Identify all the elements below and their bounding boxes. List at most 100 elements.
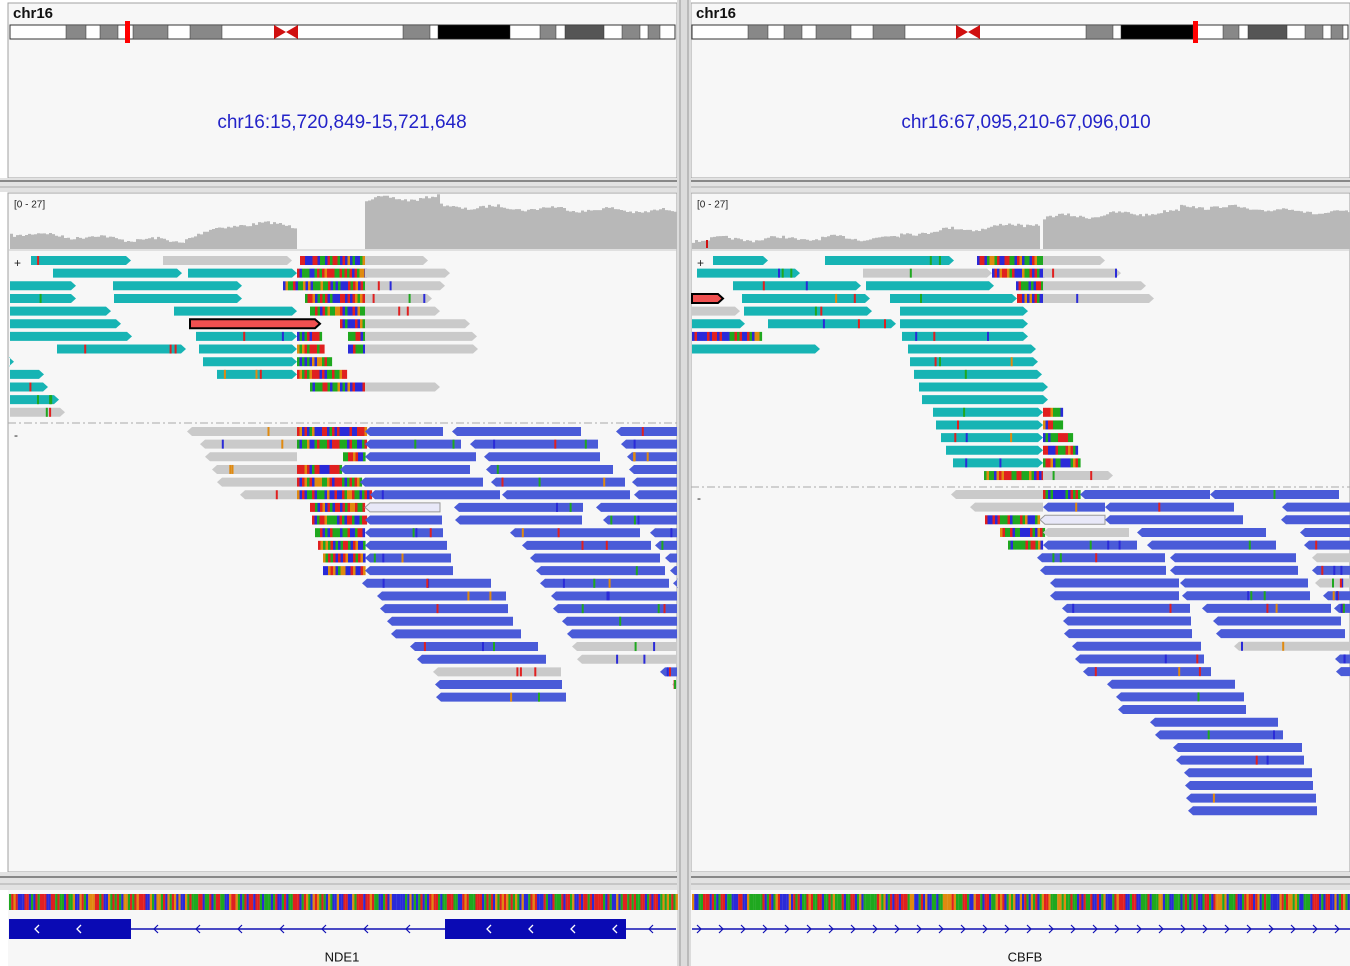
mismatch — [1055, 420, 1059, 430]
mismatch — [1336, 591, 1339, 601]
centromere — [274, 25, 286, 39]
read — [744, 306, 872, 316]
mismatch — [354, 515, 358, 525]
sequence-base — [279, 894, 282, 910]
sequence-base — [409, 894, 412, 910]
mismatch — [299, 344, 303, 354]
mismatch — [920, 293, 922, 303]
mismatch — [734, 331, 738, 341]
locus[interactable]: chr16:67,095,210-67,096,010 — [901, 112, 1150, 133]
mismatch — [1036, 281, 1039, 291]
coverage-range: [0 - 27] — [697, 200, 728, 211]
sequence-base — [57, 894, 60, 910]
gene-name[interactable]: NDE1 — [325, 949, 360, 964]
sequence-base — [592, 894, 595, 910]
ideogram-band — [564, 24, 605, 40]
read — [365, 452, 476, 462]
sequence-base — [11, 894, 14, 910]
sequence-base — [136, 894, 139, 910]
mismatch — [372, 293, 375, 303]
sequence-base — [297, 894, 300, 910]
sequence-base — [143, 894, 146, 910]
mismatch — [350, 528, 353, 538]
sequence-base — [281, 894, 285, 910]
strand-chevron — [195, 924, 201, 934]
mismatch — [1008, 540, 1011, 550]
mismatch — [332, 293, 336, 303]
sequence-base — [361, 894, 364, 910]
sequence-base — [1253, 894, 1256, 910]
mismatch — [1013, 540, 1016, 550]
sequence-base — [1103, 894, 1106, 910]
sequence-base — [64, 894, 67, 910]
sequence-base — [312, 894, 315, 910]
mismatch — [1332, 578, 1334, 588]
strand-chevron — [1246, 924, 1252, 934]
mismatch — [1019, 256, 1023, 265]
mismatch — [963, 407, 966, 417]
sequence-base — [863, 894, 866, 910]
sequence-base — [997, 894, 1001, 910]
mismatch — [312, 382, 316, 392]
mismatch — [1037, 527, 1041, 537]
sequence-base — [780, 894, 783, 910]
sequence-base — [894, 894, 897, 910]
mismatch — [1263, 591, 1266, 601]
mismatch — [347, 439, 350, 449]
sequence-base — [1250, 894, 1254, 910]
sequence-base — [288, 894, 291, 910]
mismatch — [1010, 527, 1013, 537]
sequence-base — [642, 894, 645, 910]
sequence-base — [576, 894, 579, 910]
mismatch — [332, 256, 336, 265]
mismatch — [315, 528, 318, 538]
mismatch — [1014, 256, 1018, 265]
mismatch — [49, 395, 52, 405]
sequence-base — [13, 894, 16, 910]
sequence-base — [1022, 894, 1025, 910]
sequence-base — [1090, 894, 1093, 910]
mismatch — [722, 331, 725, 341]
sequence-base — [567, 894, 571, 910]
mismatch — [317, 502, 321, 512]
gene-name[interactable]: CBFB — [1008, 949, 1043, 964]
mismatch — [354, 477, 358, 487]
mismatch — [352, 439, 355, 449]
mismatch — [1055, 458, 1059, 468]
sequence-base — [773, 894, 776, 910]
read — [1080, 490, 1210, 499]
mismatch — [1015, 515, 1018, 525]
mismatch — [1053, 433, 1056, 443]
mismatch — [325, 293, 328, 303]
sequence-base — [440, 894, 443, 910]
mismatch — [348, 331, 351, 341]
mismatch — [1022, 515, 1026, 525]
sequence-base — [226, 894, 230, 910]
mismatch — [1019, 268, 1023, 278]
mismatch — [1055, 490, 1059, 499]
locus[interactable]: chr16:15,720,849-15,721,648 — [217, 112, 466, 133]
sequence-base — [453, 894, 456, 910]
mismatch — [302, 357, 305, 367]
mismatch — [1059, 553, 1062, 563]
read — [365, 306, 440, 316]
mismatch — [934, 357, 937, 367]
mismatch — [339, 427, 343, 436]
sequence-base — [449, 894, 452, 910]
mismatch — [739, 331, 743, 341]
mismatch — [1073, 458, 1076, 468]
sequence-base — [1270, 894, 1273, 910]
sequence-base — [442, 894, 445, 910]
sequence-base — [167, 894, 170, 910]
mismatch — [1038, 540, 1041, 550]
mismatch — [354, 268, 358, 278]
sequence-base — [1057, 894, 1060, 910]
sequence-base — [885, 894, 888, 910]
read — [199, 344, 297, 354]
sequence-base — [810, 894, 814, 910]
sequence-base — [460, 894, 463, 910]
strand-chevron — [938, 924, 944, 934]
sequence-base — [605, 894, 608, 910]
sequence-base — [978, 894, 981, 910]
sequence-base — [843, 894, 847, 910]
